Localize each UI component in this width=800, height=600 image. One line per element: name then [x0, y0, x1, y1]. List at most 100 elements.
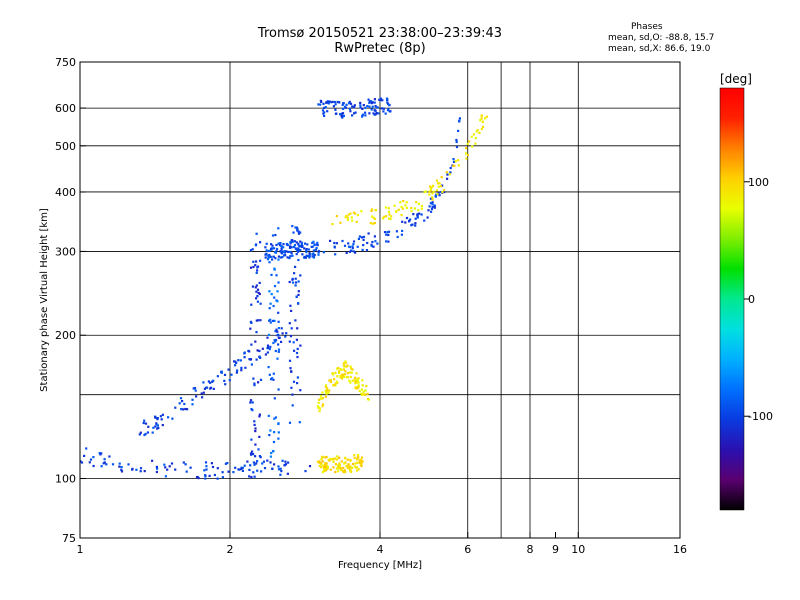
data-point [294, 281, 298, 284]
data-point [209, 387, 212, 390]
data-point [285, 242, 289, 246]
data-point [252, 453, 255, 456]
data-point [171, 417, 174, 420]
data-point [270, 248, 273, 251]
data-point [291, 404, 294, 407]
data-point [342, 470, 345, 474]
data-point [251, 401, 254, 404]
data-point [205, 468, 208, 471]
data-point [441, 191, 444, 194]
data-point [270, 243, 273, 246]
data-point [370, 100, 373, 103]
data-point [281, 255, 284, 259]
data-point [308, 252, 311, 256]
data-point [348, 379, 351, 382]
data-point [345, 251, 348, 254]
grid-lines [80, 62, 680, 538]
data-point [428, 205, 431, 208]
data-point [420, 207, 423, 210]
data-point [316, 405, 319, 408]
data-point [313, 244, 316, 247]
data-point [429, 189, 432, 192]
data-point [288, 322, 291, 325]
data-point [429, 185, 432, 188]
data-point [250, 363, 253, 366]
data-point [457, 159, 460, 162]
data-point [273, 247, 276, 250]
data-point [339, 113, 342, 116]
data-point [240, 369, 243, 372]
data-point [183, 402, 186, 406]
data-point [339, 466, 342, 469]
data-point [266, 336, 269, 339]
data-point [103, 461, 106, 464]
data-point [301, 245, 304, 248]
data-point [264, 353, 267, 356]
data-point [288, 421, 292, 424]
data-point [280, 327, 283, 330]
data-point [373, 109, 376, 112]
data-point [405, 206, 408, 209]
data-point [151, 459, 154, 462]
data-point [333, 378, 336, 381]
data-point [361, 115, 364, 118]
data-point [351, 247, 354, 250]
data-point [143, 470, 146, 473]
data-point [404, 221, 407, 224]
data-point [272, 440, 276, 444]
data-point [277, 336, 280, 339]
data-point [479, 119, 482, 122]
data-point [340, 377, 344, 380]
y-tick-label: 300 [55, 245, 76, 258]
data-point [257, 448, 260, 451]
data-point [426, 216, 429, 219]
data-point [249, 401, 252, 404]
data-point [342, 362, 345, 365]
data-point [303, 247, 306, 250]
data-point [280, 340, 283, 343]
data-point [439, 185, 442, 188]
data-point [227, 368, 230, 371]
data-point [442, 189, 446, 192]
data-point [275, 274, 278, 277]
data-point [465, 147, 468, 150]
data-point [253, 382, 256, 385]
data-point [321, 391, 324, 394]
data-point [333, 245, 336, 248]
data-point [257, 319, 260, 322]
data-point [382, 107, 385, 110]
data-point [289, 255, 292, 258]
data-point [266, 351, 269, 354]
data-point [458, 117, 461, 120]
data-point [344, 216, 347, 219]
data-point [353, 379, 356, 382]
data-point [344, 360, 347, 363]
data-point [284, 335, 287, 338]
data-point [295, 295, 298, 298]
data-point [155, 470, 158, 474]
data-point [174, 406, 177, 409]
data-point [367, 232, 370, 235]
data-point [256, 269, 259, 272]
data-point [250, 303, 253, 306]
data-point [334, 371, 337, 374]
data-point [157, 426, 160, 429]
data-point [312, 252, 315, 255]
data-point [353, 456, 356, 459]
data-point [255, 319, 258, 322]
data-point [332, 384, 335, 387]
data-point [402, 200, 405, 203]
data-point [466, 142, 469, 146]
data-point [471, 145, 474, 148]
data-point [208, 474, 211, 477]
data-point [349, 470, 353, 473]
data-point [347, 245, 351, 248]
data-point [337, 467, 340, 470]
data-point [446, 173, 449, 176]
data-point [401, 207, 404, 210]
data-point [438, 194, 441, 197]
data-point [335, 215, 338, 218]
data-point [449, 171, 452, 174]
data-point [291, 239, 294, 242]
